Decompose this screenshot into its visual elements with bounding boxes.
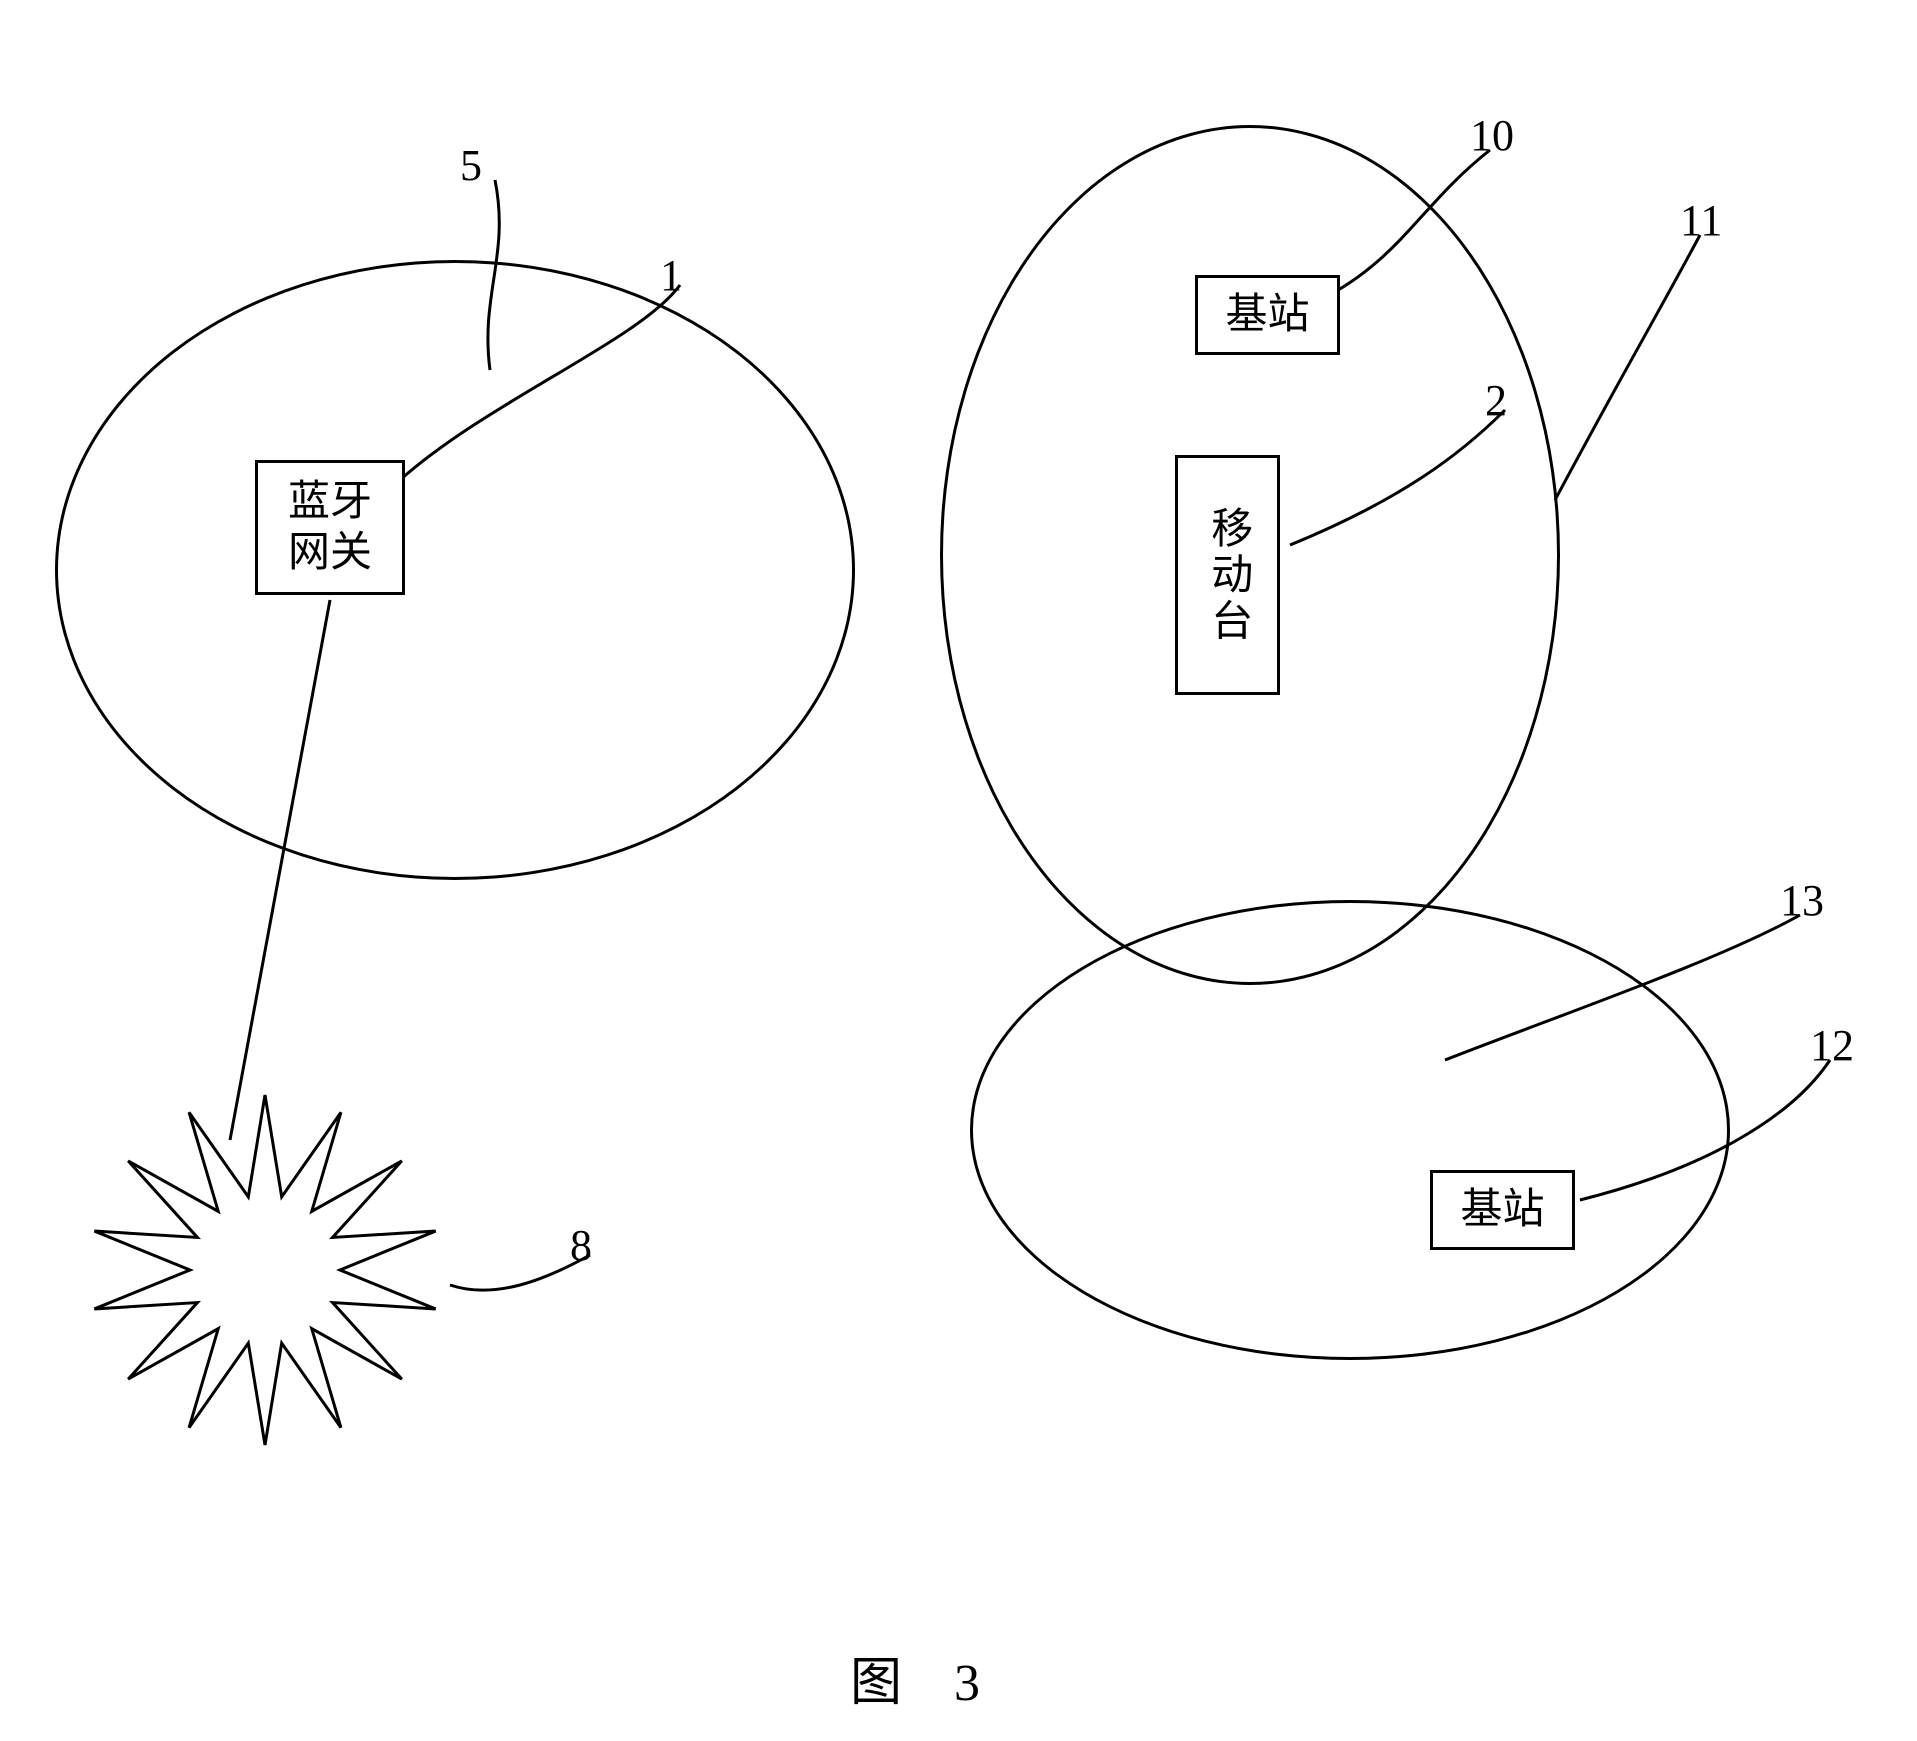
bluetooth-gateway-label: 蓝牙网关 [288, 477, 372, 578]
base-station-12-label: 基站 [1460, 1185, 1544, 1235]
ellipse-region-5 [55, 260, 855, 880]
ref-label-1: 1 [660, 250, 682, 301]
ref-label-13: 13 [1780, 875, 1824, 926]
base-station-12-box: 基站 [1430, 1170, 1575, 1250]
connector-layer [0, 0, 1917, 1741]
mobile-station-label: 移动台 [1202, 506, 1252, 645]
bluetooth-gateway-box: 蓝牙网关 [255, 460, 405, 595]
figure-caption: 图 3 [850, 1640, 980, 1715]
ellipse-region-13 [970, 900, 1730, 1360]
diagram-root: 蓝牙网关 基站 移动台 基站 5 1 10 11 2 13 12 8 图 3 [0, 0, 1917, 1741]
ref-label-8: 8 [570, 1220, 592, 1271]
ref-label-5: 5 [460, 140, 482, 191]
ref-label-2: 2 [1485, 375, 1507, 426]
ref-label-12: 12 [1810, 1020, 1854, 1071]
mobile-station-box: 移动台 [1175, 455, 1280, 695]
base-station-10-box: 基站 [1195, 275, 1340, 355]
ref-label-10: 10 [1470, 110, 1514, 161]
base-station-10-label: 基站 [1225, 290, 1309, 340]
ref-label-11: 11 [1680, 195, 1722, 246]
